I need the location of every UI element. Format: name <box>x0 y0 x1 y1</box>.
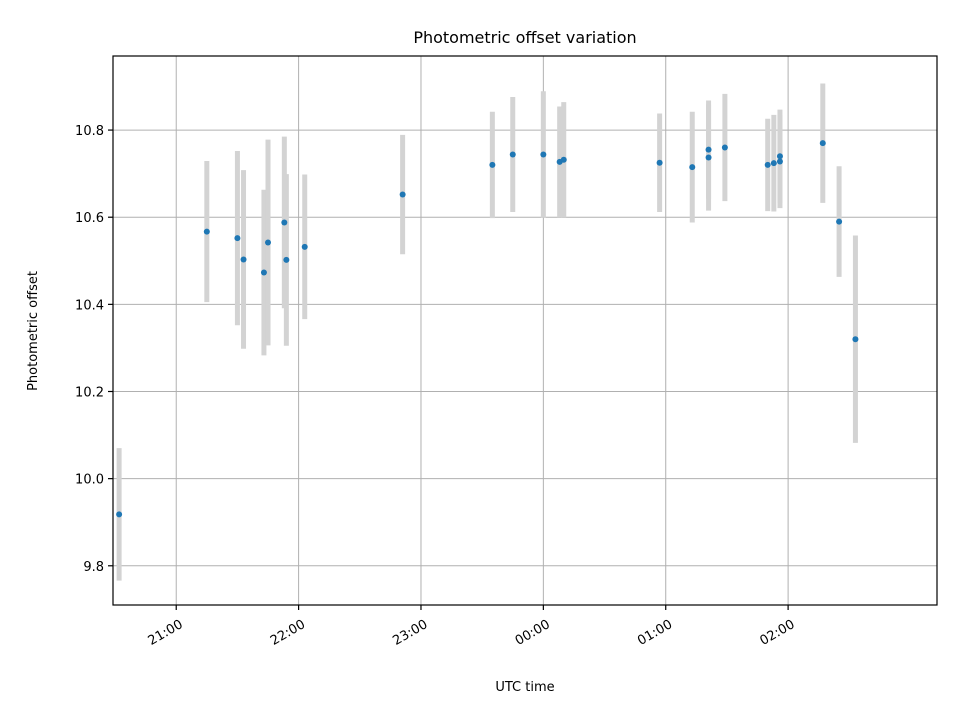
x-axis-label: UTC time <box>495 680 554 695</box>
data-point <box>560 156 567 163</box>
data-point <box>301 243 308 250</box>
data-point <box>852 336 859 343</box>
data-point <box>281 219 288 226</box>
data-point <box>721 144 728 151</box>
data-point <box>705 154 712 161</box>
x-tick-label: 02:00 <box>758 617 798 649</box>
x-tick-label: 00:00 <box>513 617 553 649</box>
data-point <box>776 153 783 160</box>
data-point <box>764 161 771 168</box>
data-point <box>489 161 496 168</box>
x-tick-label: 23:00 <box>390 617 430 649</box>
data-point <box>265 239 272 246</box>
y-tick-label: 10.6 <box>75 211 104 226</box>
data-points <box>116 140 859 518</box>
data-point <box>399 191 406 198</box>
data-point <box>116 511 123 518</box>
data-point <box>705 146 712 153</box>
y-tick-label: 10.4 <box>75 298 104 313</box>
y-axis: 9.8 10.0 10.2 10.4 10.6 10.8 <box>75 124 113 575</box>
data-point <box>836 218 843 225</box>
x-axis: 21:00 22:00 23:00 00:00 01:00 02:00 <box>146 605 798 649</box>
x-tick-label: 21:00 <box>146 617 186 649</box>
data-point <box>203 228 210 235</box>
chart-title: Photometric offset variation <box>413 28 636 47</box>
grid <box>113 56 937 605</box>
data-point <box>234 235 241 242</box>
y-tick-label: 10.8 <box>75 124 104 139</box>
y-tick-label: 10.0 <box>75 473 104 488</box>
y-tick-label: 9.8 <box>83 560 104 575</box>
data-point <box>240 256 247 263</box>
y-axis-label: Photometric offset <box>26 271 41 391</box>
data-point <box>540 151 547 158</box>
data-point <box>509 151 516 158</box>
data-point <box>819 140 826 147</box>
data-point <box>283 256 290 263</box>
data-point <box>260 269 267 276</box>
y-tick-label: 10.2 <box>75 386 104 401</box>
error-bars <box>116 83 858 581</box>
x-tick-label: 01:00 <box>635 617 675 649</box>
data-point <box>656 159 663 166</box>
data-point <box>770 160 777 167</box>
plot-frame <box>112 55 938 606</box>
data-point <box>689 164 696 171</box>
data-point <box>776 158 783 165</box>
x-tick-label: 22:00 <box>268 617 308 649</box>
